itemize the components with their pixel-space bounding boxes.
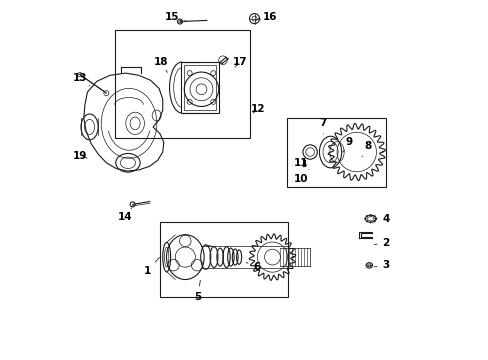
Text: 8: 8 [362,141,371,157]
Text: 6: 6 [246,262,260,272]
Text: 1: 1 [143,257,159,276]
Text: 5: 5 [194,280,201,302]
Text: 15: 15 [164,12,187,22]
Text: 13: 13 [73,73,89,86]
Text: 10: 10 [293,169,308,184]
Text: 14: 14 [118,208,132,221]
Text: 2: 2 [373,238,389,248]
Text: 3: 3 [373,260,389,270]
Text: 4: 4 [373,214,389,224]
Text: 9: 9 [343,138,352,152]
Text: 11: 11 [293,158,308,168]
Text: 16: 16 [258,12,276,22]
Text: 7: 7 [319,118,326,134]
Text: 17: 17 [232,57,247,67]
Text: 12: 12 [250,104,265,114]
Text: 19: 19 [73,150,87,161]
Bar [181,62,218,113]
Text: 18: 18 [154,57,168,72]
Bar [183,65,215,110]
